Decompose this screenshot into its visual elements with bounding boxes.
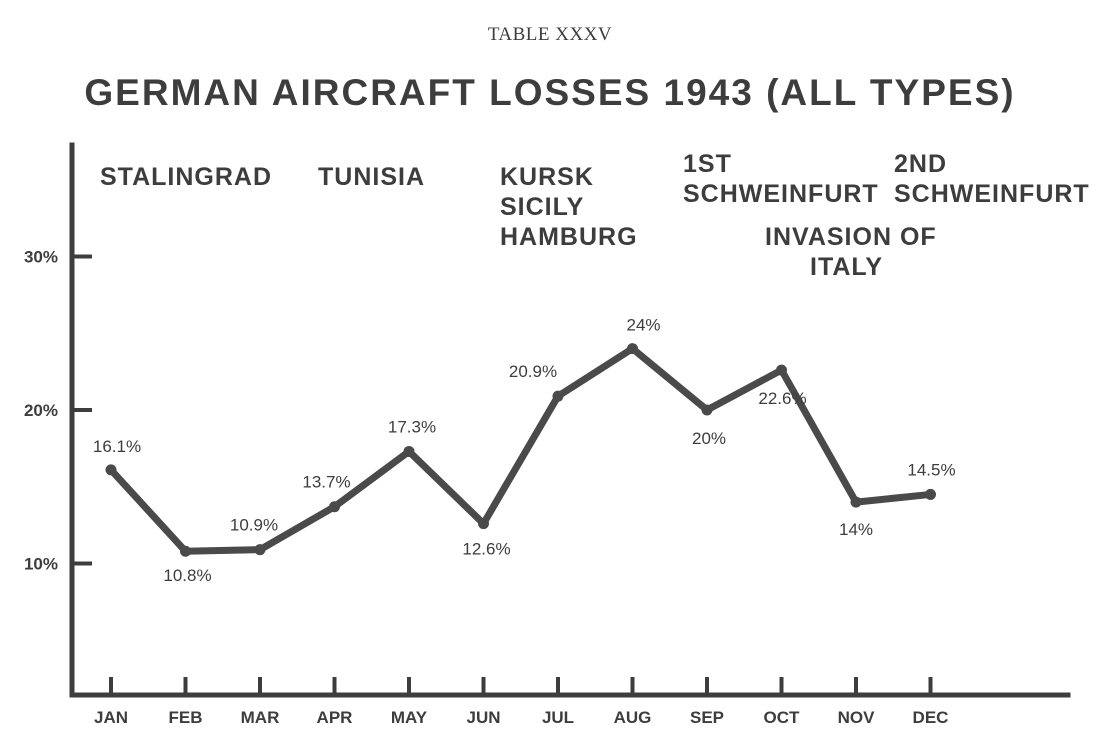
data-label: 17.3% bbox=[388, 417, 436, 436]
x-tick-label: OCT bbox=[764, 708, 801, 727]
data-point bbox=[850, 496, 862, 508]
data-label: 10.8% bbox=[163, 566, 211, 585]
data-label: 10.9% bbox=[230, 516, 278, 535]
x-tick-label: JUN bbox=[466, 708, 500, 727]
data-point bbox=[403, 445, 415, 457]
event-label-line: SCHWEINFURT bbox=[894, 180, 1090, 208]
data-label: 20.9% bbox=[509, 362, 557, 381]
event-label-line: SCHWEINFURT bbox=[683, 180, 879, 208]
data-point bbox=[254, 544, 266, 556]
series-line bbox=[107, 345, 934, 555]
data-label: 16.1% bbox=[93, 437, 141, 456]
x-tick-label: JAN bbox=[94, 708, 128, 727]
y-tick-label: 10% bbox=[24, 555, 58, 574]
event-annotation: TUNISIA bbox=[318, 163, 425, 191]
x-tick-label: MAR bbox=[241, 708, 280, 727]
data-label: 20% bbox=[692, 429, 726, 448]
event-label-line: INVASION OF bbox=[765, 223, 937, 251]
data-point bbox=[552, 390, 564, 402]
data-point bbox=[701, 404, 713, 416]
data-label: 13.7% bbox=[302, 473, 350, 492]
event-annotation: STALINGRAD bbox=[100, 163, 272, 191]
data-label: 24% bbox=[626, 316, 660, 335]
x-tick-label: APR bbox=[317, 708, 353, 727]
axes bbox=[69, 142, 1071, 698]
data-point bbox=[627, 343, 638, 355]
table-number: TABLE XXXV bbox=[487, 24, 613, 45]
event-label-line: KURSK bbox=[500, 163, 594, 191]
x-axis-ticks: JAN FEB MAR APR MAY JUN JUL AUG SEP OCT NOV DEC bbox=[94, 677, 948, 727]
x-tick-label: MAY bbox=[391, 708, 428, 727]
event-annotations: STALINGRAD TUNISIA KURSKSICILYHAMBURG1STSC… bbox=[100, 150, 1090, 281]
x-tick-label: SEP bbox=[690, 708, 724, 727]
x-tick-label: FEB bbox=[169, 708, 203, 727]
data-point bbox=[105, 464, 117, 476]
data-label: 12.6% bbox=[462, 540, 510, 559]
y-tick-label: 20% bbox=[24, 401, 58, 420]
event-label-line: TUNISIA bbox=[318, 163, 425, 191]
data-labels: 16.1% 10.8% 10.9% 13.7% 17.3% 12.6% 20.9% 24% 20… bbox=[93, 316, 956, 586]
event-label-line: 1ST bbox=[683, 150, 732, 178]
data-label: 14.5% bbox=[907, 460, 955, 479]
chart-title: GERMAN AIRCRAFT LOSSES 1943 (ALL TYPES) bbox=[84, 72, 1016, 113]
x-tick-label: DEC bbox=[913, 708, 949, 727]
axis-frame bbox=[69, 142, 1071, 698]
event-label-line: HAMBURG bbox=[500, 223, 638, 251]
event-label-line: 2ND bbox=[894, 150, 947, 178]
data-point bbox=[329, 501, 340, 513]
x-tick-label: JUL bbox=[542, 708, 574, 727]
y-axis-ticks: 10% 20% 30% bbox=[24, 248, 92, 574]
event-label-line: ITALY bbox=[810, 253, 883, 281]
data-point bbox=[776, 364, 787, 376]
data-label: 14% bbox=[839, 520, 873, 539]
event-label-line: SICILY bbox=[500, 193, 584, 221]
x-tick-label: NOV bbox=[838, 708, 876, 727]
event-label-line: STALINGRAD bbox=[100, 163, 272, 191]
x-tick-label: AUG bbox=[614, 708, 652, 727]
data-point bbox=[478, 518, 489, 530]
data-point bbox=[925, 488, 936, 500]
data-series bbox=[105, 343, 936, 557]
data-point bbox=[180, 545, 191, 557]
y-tick-label: 30% bbox=[24, 248, 58, 267]
data-label: 22.6% bbox=[758, 389, 806, 408]
